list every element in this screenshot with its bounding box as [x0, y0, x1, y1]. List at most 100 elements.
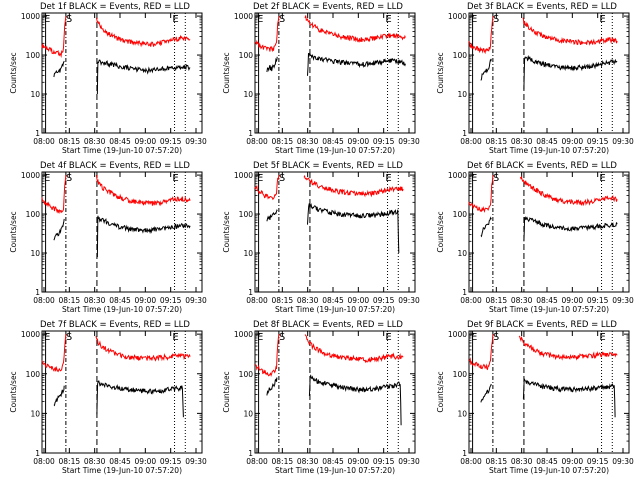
- det-panel-7: Det 7f BLACK = Events, RED = LLD 1 10 100 10…: [9, 320, 207, 475]
- x-tick-label: 08:45: [109, 457, 131, 466]
- y-tick-label: 10: [30, 90, 40, 99]
- y-axis-label: Counts/sec: [9, 211, 18, 252]
- e-marker-label-end: E: [599, 332, 605, 343]
- x-tick-label: 08:00: [33, 296, 55, 305]
- x-tick-label: 09:15: [160, 296, 182, 305]
- e-marker-label: E: [44, 173, 50, 184]
- x-axis-label: Start Time (19-Jun-10 07:57:20): [275, 305, 395, 314]
- x-tick-label: 08:30: [84, 296, 106, 305]
- x-tick-label: 08:45: [536, 296, 558, 305]
- y-tick-label: 100: [453, 370, 468, 379]
- x-axis-label: Start Time (19-Jun-10 07:57:20): [62, 146, 182, 155]
- x-tick-label: 09:15: [373, 296, 395, 305]
- x-tick-label: 09:00: [348, 457, 370, 466]
- x-tick-label: 08:00: [460, 296, 482, 305]
- x-tick-label: 09:15: [587, 137, 609, 146]
- det-panel-2: Det 2f BLACK = Events, RED = LLD 1 10 100 10…: [222, 2, 420, 155]
- lld-series-line: [95, 17, 191, 48]
- x-axis-label: Start Time (19-Jun-10 07:57:20): [489, 466, 609, 475]
- y-tick-label: 1000: [234, 12, 253, 21]
- y-tick-label: 1: [462, 449, 467, 458]
- x-tick-label: 08:00: [33, 137, 55, 146]
- x-tick-label: 09:15: [373, 137, 395, 146]
- plot-frame: [468, 330, 630, 454]
- e-marker-label: E: [44, 332, 50, 343]
- x-tick-label: 08:00: [460, 137, 482, 146]
- x-tick-label: 09:00: [348, 296, 370, 305]
- x-tick-label: 09:00: [348, 137, 370, 146]
- y-tick-label: 100: [26, 51, 41, 60]
- e-marker-label: E: [471, 332, 477, 343]
- x-tick-label: 08:30: [511, 137, 533, 146]
- x-tick-label: 09:30: [398, 296, 420, 305]
- y-tick-label: 10: [457, 90, 467, 99]
- x-tick-label: 08:15: [486, 137, 508, 146]
- events-series-line: [53, 385, 65, 407]
- y-tick-label: 100: [26, 210, 41, 219]
- x-tick-label: 09:15: [373, 457, 395, 466]
- y-tick-label: 1: [248, 449, 253, 458]
- events-series-line: [53, 60, 65, 78]
- lld-series-line: [254, 334, 280, 378]
- x-tick-label: 08:15: [272, 137, 294, 146]
- plot-title: Det 4f BLACK = Events, RED = LLD: [40, 161, 190, 171]
- events-series-line: [96, 59, 191, 95]
- plot-title: Det 2f BLACK = Events, RED = LLD: [253, 2, 403, 12]
- x-tick-label: 09:00: [135, 296, 157, 305]
- lld-series-line: [254, 16, 280, 53]
- x-tick-label: 09:30: [612, 457, 634, 466]
- y-tick-label: 1: [248, 288, 253, 297]
- y-tick-label: 100: [239, 370, 254, 379]
- x-tick-label: 08:45: [109, 137, 131, 146]
- det-panel-1: Det 1f BLACK = Events, RED = LLD 1 10 100 10…: [9, 2, 207, 155]
- x-tick-label: 08:15: [486, 296, 508, 305]
- e-marker-label: E: [471, 173, 477, 184]
- y-tick-label: 1000: [234, 330, 253, 339]
- det-panel-5: Det 5f BLACK = Events, RED = LLD 1 10 100 10…: [222, 161, 420, 314]
- x-tick-label: 09:30: [398, 137, 420, 146]
- plot-title: Det 8f BLACK = Events, RED = LLD: [253, 320, 403, 330]
- events-series-line: [480, 383, 492, 403]
- x-tick-label: 08:45: [322, 457, 344, 466]
- events-series-line: [307, 51, 406, 76]
- e-marker-label-end: E: [172, 173, 178, 184]
- events-series-line: [480, 58, 492, 81]
- events-series-line: [266, 56, 278, 73]
- x-tick-label: 08:15: [59, 137, 81, 146]
- plot-frame: [254, 12, 416, 134]
- x-tick-label: 08:00: [246, 457, 268, 466]
- s-marker-label: S: [279, 332, 285, 343]
- x-tick-label: 08:00: [246, 137, 268, 146]
- det-panel-4: Det 4f BLACK = Events, RED = LLD 1 10 100 10…: [9, 161, 207, 314]
- x-tick-label: 09:00: [562, 457, 584, 466]
- x-tick-label: 08:30: [511, 457, 533, 466]
- det-panel-9: Det 9f BLACK = Events, RED = LLD 1 10 100 10…: [436, 320, 634, 475]
- plot-title: Det 6f BLACK = Events, RED = LLD: [467, 161, 617, 171]
- det-panel-3: Det 3f BLACK = Events, RED = LLD 1 10 100 10…: [436, 2, 634, 155]
- lld-series-line: [95, 336, 191, 362]
- y-tick-label: 1000: [21, 12, 40, 21]
- lld-series-line: [41, 175, 67, 214]
- x-tick-label: 08:30: [297, 296, 319, 305]
- y-tick-label: 10: [30, 249, 40, 258]
- x-tick-label: 08:45: [536, 457, 558, 466]
- y-axis-label: Counts/sec: [222, 371, 231, 412]
- y-tick-label: 10: [457, 249, 467, 258]
- x-tick-label: 08:00: [460, 457, 482, 466]
- y-axis-label: Counts/sec: [222, 211, 231, 252]
- e-marker-label: E: [257, 332, 263, 343]
- events-series-line: [523, 54, 618, 90]
- e-marker-label-end: E: [385, 173, 391, 184]
- lld-series-line: [468, 175, 494, 213]
- y-tick-label: 1000: [21, 171, 40, 180]
- y-axis-label: Counts/sec: [436, 371, 445, 412]
- lld-series-line: [468, 16, 494, 55]
- y-tick-label: 1000: [448, 330, 467, 339]
- x-tick-label: 08:45: [536, 137, 558, 146]
- x-tick-label: 08:00: [246, 296, 268, 305]
- plot-frame: [254, 330, 416, 454]
- plot-frame: [254, 171, 416, 293]
- e-marker-label: E: [257, 173, 263, 184]
- x-axis-label: Start Time (19-Jun-10 07:57:20): [62, 466, 182, 475]
